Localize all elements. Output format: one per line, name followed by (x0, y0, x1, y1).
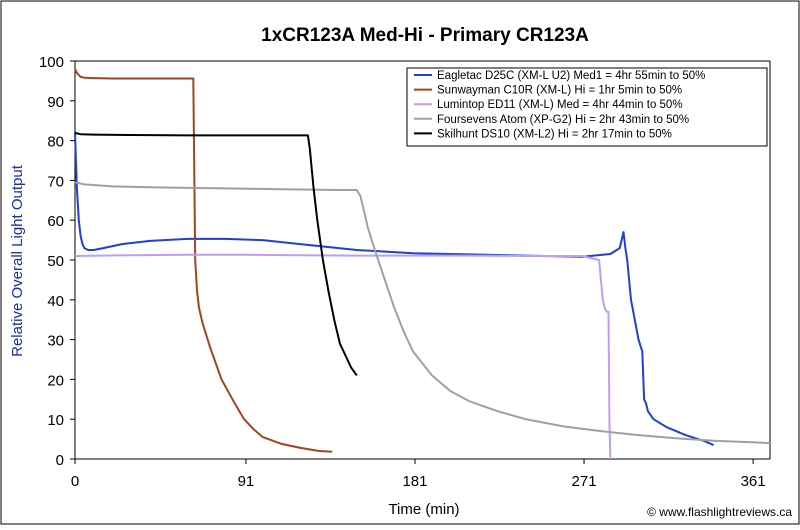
y-tick-label: 10 (47, 412, 64, 429)
y-tick-label: 20 (47, 372, 64, 389)
watermark-text: © www.flashlightreviews.ca (647, 505, 792, 519)
chart-title: 1xCR123A Med-Hi - Primary CR123A (261, 25, 589, 46)
x-tick-label: 91 (238, 473, 255, 490)
series-line (74, 131, 358, 376)
y-tick-label: 90 (47, 94, 64, 111)
y-tick-label: 100 (39, 54, 64, 71)
y-tick-label: 60 (47, 213, 64, 230)
x-tick-label: 361 (741, 473, 766, 490)
y-tick-label: 0 (56, 452, 64, 469)
x-axis-label: Time (min) (388, 501, 459, 518)
y-tick-label: 40 (47, 293, 64, 310)
series-layer (74, 68, 771, 460)
y-tick-label: 70 (47, 173, 64, 190)
series-line (74, 68, 333, 453)
legend-entry: Eagletac D25C (XM-L U2) Med1 = 4hr 55min… (437, 70, 705, 82)
x-tick-label: 0 (71, 473, 79, 490)
y-axis-label: Relative Overall Light Output (9, 164, 26, 357)
series-line (74, 253, 612, 460)
x-tick-label: 181 (402, 473, 427, 490)
y-tick-label: 80 (47, 134, 64, 151)
series-line (74, 181, 771, 445)
legend-box (406, 67, 768, 147)
legend-entry: Skilhunt DS10 (XM-L2) Hi = 2hr 17min to … (437, 128, 672, 140)
legend-entry: Sunwayman C10R (XM-L) Hi = 1hr 5min to 5… (437, 85, 682, 97)
y-tick-label: 30 (47, 333, 64, 350)
y-tick-label: 50 (47, 253, 64, 270)
legend: Eagletac D25C (XM-L U2) Med1 = 4hr 55min… (406, 67, 768, 147)
legend-entry: Foursevens Atom (XP-G2) Hi = 2hr 43min t… (437, 114, 689, 126)
legend-entry: Lumintop ED11 (XM-L) Med = 4hr 44min to … (437, 99, 683, 111)
x-tick-label: 271 (572, 473, 597, 490)
axes-layer: 0 10 20 30 40 50 60 70 80 90 100 0 91 181 271 361 (39, 54, 766, 490)
